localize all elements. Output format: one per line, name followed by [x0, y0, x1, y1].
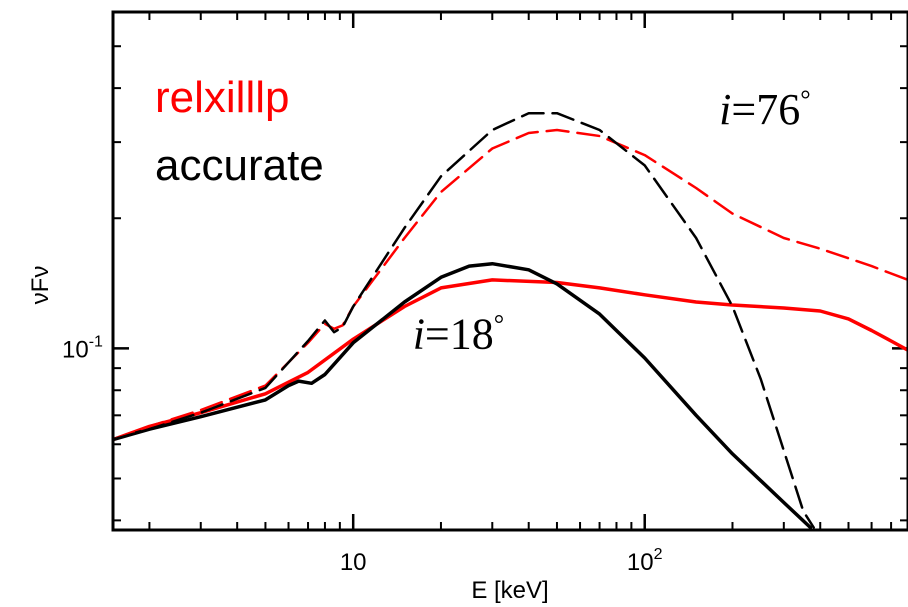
- annotation-inclination-1: i=18°: [413, 309, 504, 358]
- series-accurate-76-line: [113, 111, 815, 529]
- tick-labels: 10 102 10-1: [62, 333, 663, 576]
- plot-frame: [111, 10, 908, 532]
- y-axis-title: νFν: [27, 266, 54, 305]
- x-tick-label: 10: [340, 549, 367, 576]
- series-layer: [113, 111, 908, 530]
- legend-relxilllp: relxilllp: [155, 73, 289, 122]
- x-tick-label: 102: [627, 546, 663, 576]
- annotations: i=76° i=18°: [413, 85, 811, 358]
- x-axis-title: E [keV]: [471, 577, 548, 604]
- y-tick-label: 10-1: [62, 333, 103, 363]
- annotation-inclination-0: i=76°: [719, 85, 810, 134]
- series-accurate-18-line: [113, 261, 813, 530]
- series-relxilllp-18-line: [113, 278, 908, 442]
- legend-accurate: accurate: [155, 141, 324, 190]
